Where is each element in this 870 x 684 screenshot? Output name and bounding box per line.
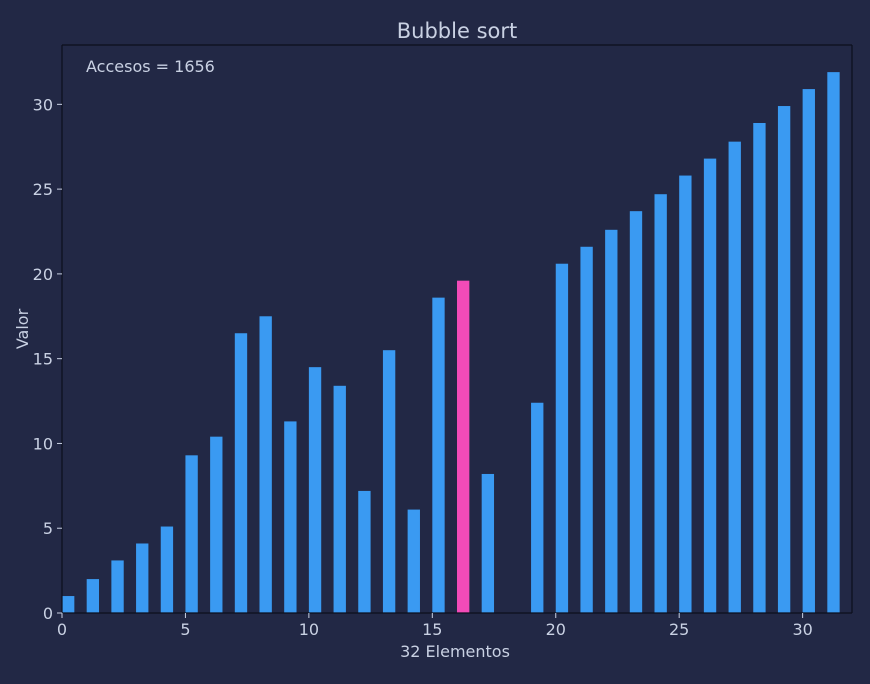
bar <box>210 436 223 613</box>
y-tick-label: 20 <box>33 265 53 284</box>
y-axis-label: Valor <box>13 308 32 349</box>
bar <box>827 72 840 613</box>
bar <box>407 509 420 613</box>
bar <box>531 402 544 613</box>
bar <box>136 543 149 613</box>
bar <box>555 263 569 613</box>
y-tick-label: 10 <box>33 434 53 453</box>
bar <box>382 350 396 613</box>
bar <box>111 560 124 613</box>
x-tick-label: 0 <box>57 620 67 639</box>
y-tick-label: 5 <box>43 519 53 538</box>
bar <box>86 579 100 613</box>
bar <box>308 367 322 613</box>
bar <box>629 211 643 613</box>
bar <box>234 333 248 613</box>
axes-layer: 0 5 10 15 20 25 30 0 5 10 15 20 25 30 <box>33 44 853 639</box>
y-tick-label: 30 <box>33 95 53 114</box>
bar <box>777 106 791 613</box>
bar <box>802 89 815 614</box>
bar <box>481 473 495 613</box>
bar <box>728 141 741 613</box>
access-count-annotation: Accesos = 1656 <box>86 57 215 76</box>
bar <box>432 297 445 613</box>
bar <box>358 490 371 613</box>
bar <box>160 526 174 613</box>
bar <box>703 158 717 613</box>
bar <box>259 316 272 613</box>
y-tick-label: 25 <box>33 180 53 199</box>
bar <box>284 421 297 613</box>
bar <box>654 194 667 613</box>
bar <box>185 455 198 613</box>
chart-title: Bubble sort <box>397 19 517 43</box>
bar <box>605 229 618 613</box>
bars-layer <box>62 72 840 614</box>
bar <box>62 596 75 613</box>
x-tick-label: 30 <box>792 620 812 639</box>
x-tick-label: 25 <box>669 620 689 639</box>
x-tick-label: 10 <box>299 620 319 639</box>
x-tick-label: 5 <box>180 620 190 639</box>
bar <box>580 246 593 614</box>
bar <box>753 122 766 614</box>
y-tick-label: 15 <box>33 350 53 369</box>
x-axis-label: 32 Elementos <box>400 642 510 661</box>
bar <box>333 385 346 613</box>
y-tick-label: 0 <box>43 604 53 623</box>
x-tick-label: 15 <box>422 620 442 639</box>
bar-highlighted <box>457 280 470 613</box>
bar <box>679 175 692 613</box>
x-tick-label: 20 <box>546 620 566 639</box>
